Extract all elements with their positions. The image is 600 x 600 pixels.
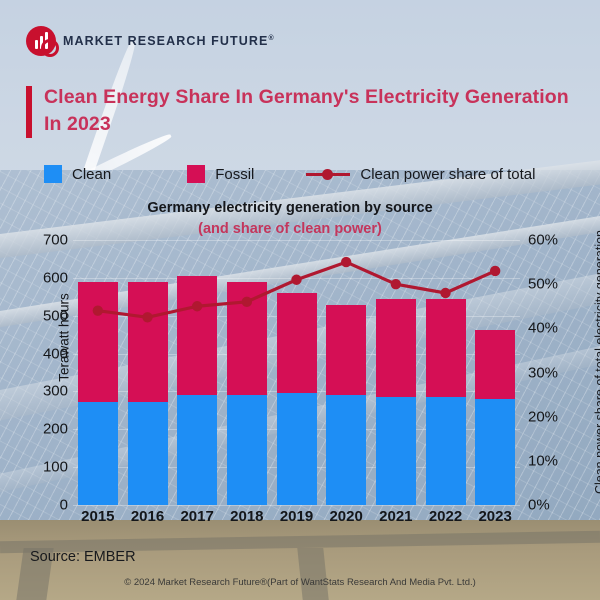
chart-subtitle: (and share of clean power) bbox=[198, 221, 382, 237]
chart-legend: Clean Fossil Clean power share of total bbox=[44, 165, 564, 183]
y-tick-left-100: 100 bbox=[42, 458, 68, 476]
x-tick-2017: 2017 bbox=[180, 508, 214, 525]
x-tick-2022: 2022 bbox=[428, 508, 463, 525]
legend-label-clean: Clean bbox=[72, 165, 112, 183]
bar-segment-fossil bbox=[475, 329, 516, 399]
chart-plot-area bbox=[73, 240, 520, 506]
bar-segment-clean bbox=[177, 395, 218, 505]
chart-title: Germany electricity generation by source bbox=[147, 200, 433, 216]
y-tick-left-700: 700 bbox=[42, 231, 68, 249]
x-tick-2019: 2019 bbox=[279, 508, 314, 525]
bar-2020[interactable] bbox=[326, 240, 367, 505]
x-tick-2020: 2020 bbox=[329, 508, 363, 525]
support-girder bbox=[297, 548, 329, 600]
title-accent-bar bbox=[26, 86, 32, 138]
title-block: Clean Energy Share In Germany's Electric… bbox=[26, 84, 578, 138]
y-axis-left: 0 100 200 300 400 500 600 700 bbox=[14, 232, 68, 514]
bar-segment-fossil bbox=[326, 305, 367, 396]
legend-label-share: Clean power share of total bbox=[360, 165, 536, 183]
y-tick-left-400: 400 bbox=[42, 345, 68, 363]
x-tick-2021: 2021 bbox=[379, 508, 413, 525]
registered-mark: ® bbox=[268, 34, 275, 42]
share-point-2022[interactable] bbox=[440, 287, 451, 299]
y-tick-left-500: 500 bbox=[42, 307, 68, 325]
bar-segment-fossil bbox=[177, 275, 218, 396]
bar-2015[interactable] bbox=[77, 240, 118, 505]
brand-name-text: MARKET RESEARCH FUTURE bbox=[63, 34, 269, 48]
bar-2019[interactable] bbox=[276, 240, 317, 505]
clean-swatch-icon bbox=[44, 165, 62, 183]
page-title: Clean Energy Share In Germany's Electric… bbox=[44, 86, 569, 135]
x-tick-2023: 2023 bbox=[478, 508, 512, 525]
legend-item-clean[interactable]: Clean bbox=[44, 165, 111, 183]
bar-segment-fossil bbox=[375, 298, 416, 398]
bar-segment-clean bbox=[226, 395, 267, 505]
x-axis: 2015 2016 2017 2018 2019 2020 2021 2022 2023 bbox=[73, 508, 520, 532]
share-point-2021[interactable] bbox=[390, 278, 402, 290]
brand-name: MARKET RESEARCH FUTURE® bbox=[63, 34, 275, 48]
legend-label-fossil: Fossil bbox=[215, 165, 255, 183]
bar-segment-clean bbox=[77, 402, 118, 505]
y-tick-left-200: 200 bbox=[42, 420, 68, 438]
chart-gridline bbox=[73, 505, 520, 506]
y-tick-right-40: 40% bbox=[528, 319, 559, 337]
bar-2017[interactable] bbox=[177, 240, 218, 505]
bar-2021[interactable] bbox=[375, 240, 416, 505]
x-tick-2018: 2018 bbox=[230, 508, 264, 525]
bar-2016[interactable] bbox=[127, 240, 168, 505]
bar-segment-fossil bbox=[127, 282, 168, 403]
share-point-2023[interactable] bbox=[489, 265, 501, 277]
bar-segment-clean bbox=[475, 399, 516, 505]
bar-segment-fossil bbox=[425, 298, 466, 398]
source-note: Source: EMBER bbox=[30, 549, 136, 565]
chart-gridline bbox=[73, 240, 520, 241]
bar-segment-fossil bbox=[77, 282, 118, 403]
bar-segment-fossil bbox=[276, 293, 317, 393]
share-point-2017[interactable] bbox=[191, 301, 203, 312]
share-point-2019[interactable] bbox=[291, 274, 302, 285]
copyright-note: © 2024 Market Research Future®(Part of W… bbox=[124, 577, 476, 588]
y-axis-right-label: Clean power share of total electricity g… bbox=[593, 229, 600, 495]
bar-segment-clean bbox=[326, 395, 367, 505]
brand-logo: MARKET RESEARCH FUTURE® bbox=[26, 26, 275, 57]
y-tick-right-60: 60% bbox=[528, 231, 559, 249]
bar-2022[interactable] bbox=[425, 240, 466, 505]
y-tick-left-600: 600 bbox=[42, 269, 68, 287]
y-tick-right-30: 30% bbox=[528, 364, 559, 381]
bar-segment-clean bbox=[375, 397, 416, 505]
y-axis-left-label: Terawatt hours bbox=[56, 293, 72, 382]
fossil-swatch-icon bbox=[187, 165, 206, 183]
bar-segment-clean bbox=[276, 392, 317, 505]
share-line-path bbox=[97, 260, 496, 319]
y-tick-right-0: 0% bbox=[528, 496, 550, 514]
bar-2023[interactable] bbox=[475, 240, 516, 505]
legend-item-fossil[interactable]: Fossil bbox=[187, 165, 254, 183]
share-point-2018[interactable] bbox=[241, 296, 253, 308]
share-point-2020[interactable] bbox=[340, 256, 352, 268]
bar-2018[interactable] bbox=[226, 240, 267, 505]
x-tick-2016: 2016 bbox=[130, 508, 165, 525]
y-tick-left-300: 300 bbox=[42, 382, 68, 400]
share-point-2015[interactable] bbox=[92, 305, 104, 316]
share-line-series bbox=[92, 256, 501, 323]
legend-item-share-line[interactable]: Clean power share of total bbox=[306, 166, 535, 183]
share-point-2016[interactable] bbox=[142, 312, 153, 323]
y-tick-right-50: 50% bbox=[528, 275, 559, 293]
bar-chart-magnifier-icon bbox=[26, 26, 59, 57]
bar-segment-clean bbox=[425, 397, 466, 505]
y-tick-right-20: 20% bbox=[528, 408, 559, 426]
x-tick-2015: 2015 bbox=[81, 508, 115, 525]
y-tick-left-0: 0 bbox=[59, 496, 68, 514]
y-tick-right-10: 10% bbox=[528, 452, 559, 470]
y-axis-right: 0% 10% 20% 30% 40% 50% 60% bbox=[528, 232, 578, 514]
bar-segment-clean bbox=[127, 402, 168, 505]
